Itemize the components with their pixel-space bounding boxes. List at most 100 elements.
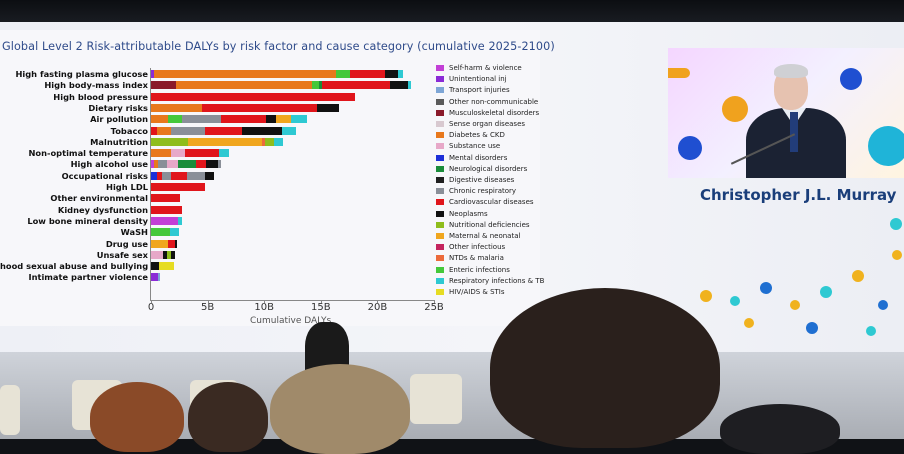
legend-item: Respiratory infections & TB	[436, 277, 544, 286]
bar-segment	[151, 160, 155, 169]
bar-segment	[151, 183, 206, 191]
bar-segment	[350, 70, 386, 78]
legend-swatch	[436, 177, 444, 183]
bar-segment	[151, 70, 155, 78]
decor-dot	[790, 300, 800, 310]
legend-item: HIV/AIDS & STIs	[436, 288, 505, 297]
legend-label: HIV/AIDS & STIs	[449, 288, 505, 296]
bar-segment	[162, 171, 172, 180]
legend-swatch	[436, 154, 444, 161]
legend-label: Sense organ diseases	[449, 120, 526, 128]
legend-label: Maternal & neonatal	[449, 232, 521, 240]
stage-chair	[0, 385, 20, 435]
category-label: Non-optimal temperature	[28, 148, 148, 159]
legend-item: Substance use	[436, 142, 500, 151]
category-label: Occupational risks	[61, 170, 148, 181]
bar-segment	[178, 216, 182, 225]
legend-swatch	[436, 165, 444, 172]
category-label: Dietary risks	[88, 102, 148, 113]
legend-item: Neurological disorders	[436, 165, 527, 174]
legend-label: Other infectious	[449, 243, 506, 252]
bar-segment	[205, 126, 242, 135]
audience-head	[270, 364, 410, 454]
bar-segment	[151, 103, 202, 112]
category-label: High fasting plasma glucose	[15, 69, 148, 79]
legend-item: Unintentional inj	[436, 75, 507, 84]
legend-item: Maternal & neonatal	[436, 232, 520, 241]
category-label: Low bone mineral density	[27, 215, 148, 226]
bar-segment	[151, 115, 168, 124]
bar-segment	[171, 149, 185, 158]
decor-blob	[668, 68, 690, 78]
bar-segment	[218, 149, 230, 158]
bar-segment	[151, 273, 158, 282]
bar-segment	[175, 81, 312, 90]
category-label: High LDL	[106, 182, 148, 192]
audience-head	[90, 382, 184, 452]
x-tick	[151, 300, 152, 303]
bar-segment	[151, 262, 159, 271]
bar-segment	[196, 160, 207, 169]
legend-swatch	[436, 210, 444, 217]
legend-swatch	[436, 87, 444, 94]
bar-segment	[167, 239, 175, 248]
bar-segment	[166, 160, 179, 169]
bar-segment	[397, 70, 404, 78]
bar-segment	[389, 81, 408, 90]
category-label: High alcohol use	[70, 159, 148, 170]
bar-segment	[151, 216, 179, 225]
legend-item: Sense organ diseases	[436, 120, 525, 129]
legend-swatch	[436, 233, 444, 239]
bar-segment	[151, 171, 157, 180]
legend-swatch	[436, 98, 444, 105]
category-label: Intimate partner violence	[28, 272, 148, 283]
legend-item: Musculoskeletal disorders	[436, 109, 539, 118]
legend-label: Cardiovascular diseases	[449, 198, 534, 207]
legend-label: Enteric infections	[449, 265, 510, 274]
bar-segment	[385, 70, 398, 78]
category-label: WaSH	[120, 227, 148, 238]
bar-segment	[151, 92, 355, 101]
legend-label: Respiratory infections & TB	[449, 276, 545, 285]
bar-segment	[171, 250, 175, 259]
x-tick-label: 5B	[200, 302, 215, 313]
bar-segment	[274, 137, 284, 146]
bar-segment	[151, 205, 182, 214]
legend-item: Other non-communicable	[436, 98, 538, 107]
bar-segment	[321, 81, 390, 90]
bar-segment	[187, 171, 206, 180]
bar-segment	[170, 228, 180, 237]
legend-label: Neurological disorders	[449, 164, 528, 173]
legend-swatch	[436, 76, 444, 83]
legend-swatch	[436, 132, 444, 139]
category-label: Other environmental	[50, 193, 148, 204]
bar-segment	[151, 194, 181, 203]
legend-item: Digestive diseases	[436, 176, 514, 185]
bar-segment	[163, 250, 167, 259]
legend-item: Mental disorders	[436, 154, 507, 163]
legend-label: Self-harm & violence	[449, 64, 522, 72]
decor-blob	[868, 126, 904, 166]
x-tick	[434, 300, 435, 303]
category-label: Air pollution	[90, 114, 148, 125]
legend-label: Unintentional inj	[449, 75, 507, 84]
x-tick-label: 15B	[311, 302, 331, 313]
x-tick	[264, 300, 266, 303]
legend-item: Nutritional deficiencies	[436, 221, 530, 230]
bar-segment	[335, 70, 351, 78]
bar-segment	[151, 81, 176, 90]
legend-swatch	[436, 199, 444, 206]
bar-segment	[184, 149, 219, 158]
legend-label: Musculoskeletal disorders	[449, 108, 540, 117]
legend-swatch	[436, 188, 444, 195]
bar-segment	[201, 103, 318, 112]
stage-chair	[410, 374, 462, 424]
bar-segment	[266, 115, 276, 124]
category-label: Drug use	[105, 238, 148, 249]
legend-label: NTDs & malaria	[449, 254, 504, 263]
bar-segment	[156, 126, 172, 135]
decor-dot	[820, 286, 832, 298]
audience-head	[490, 288, 720, 448]
decor-dot	[806, 322, 818, 334]
bar-segment	[151, 250, 164, 259]
